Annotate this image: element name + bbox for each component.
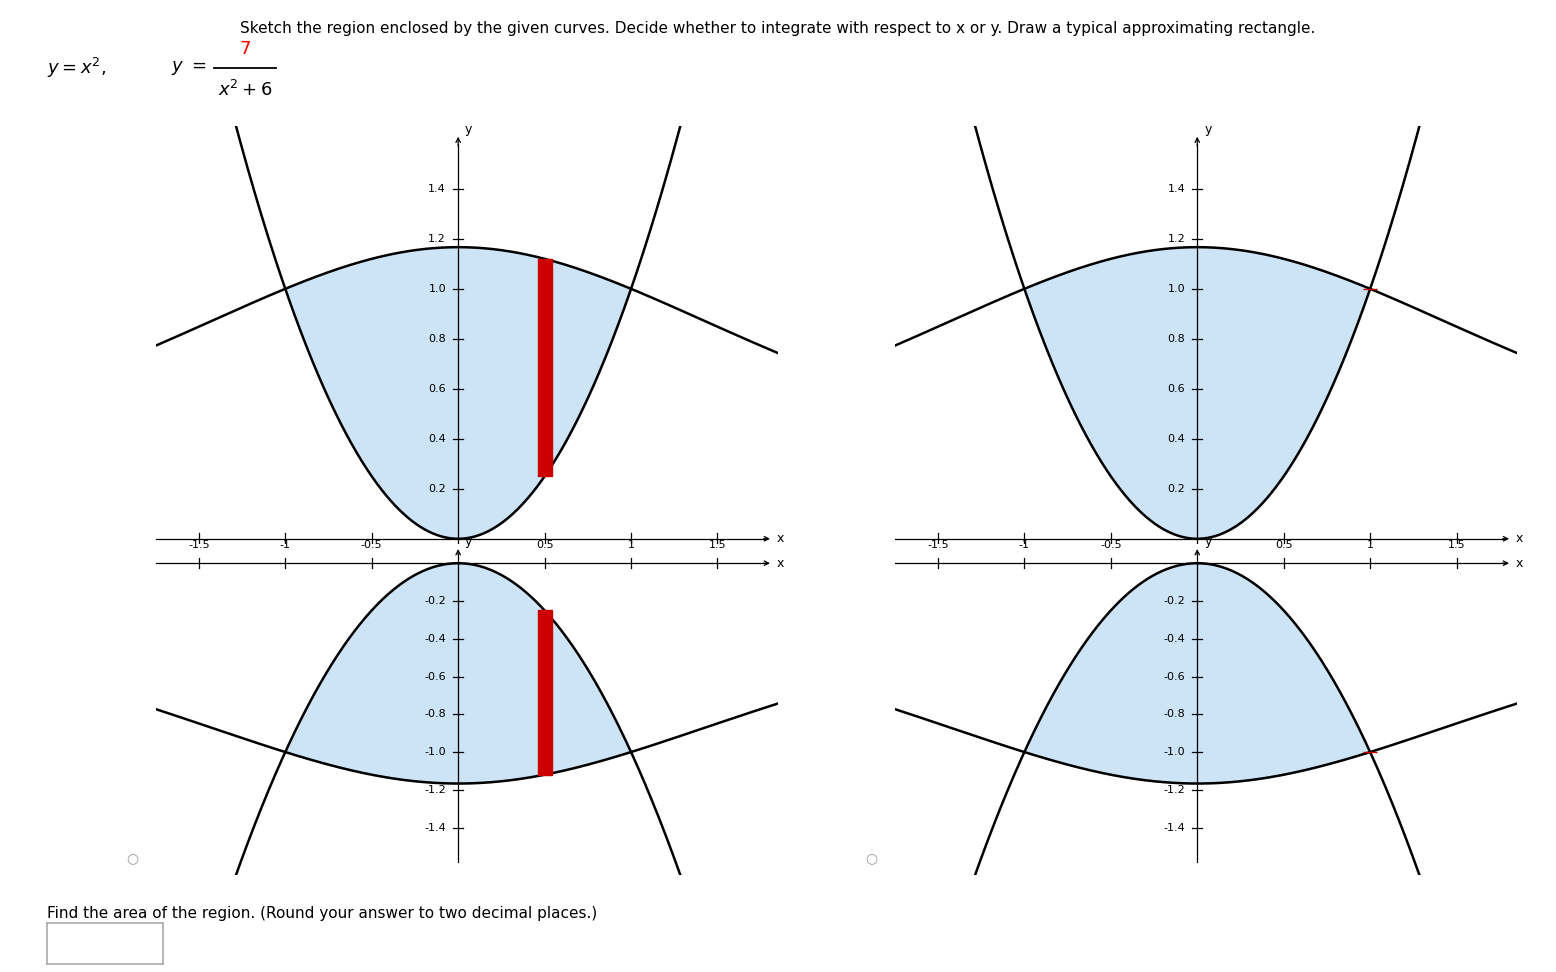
Text: -0.4: -0.4 bbox=[425, 634, 447, 643]
Text: 1.0: 1.0 bbox=[1167, 284, 1186, 294]
Text: -1.5: -1.5 bbox=[188, 540, 210, 550]
Text: 0.8: 0.8 bbox=[1167, 333, 1186, 344]
Text: 0.6: 0.6 bbox=[1167, 384, 1186, 394]
Text: 1.2: 1.2 bbox=[428, 234, 447, 244]
Text: -1.2: -1.2 bbox=[425, 784, 447, 795]
Text: -1.5: -1.5 bbox=[188, 559, 210, 569]
Text: x: x bbox=[1516, 533, 1523, 545]
Text: Find the area of the region. (Round your answer to two decimal places.): Find the area of the region. (Round your… bbox=[47, 906, 598, 920]
Text: 1: 1 bbox=[627, 540, 635, 550]
Bar bbox=[538, 259, 551, 476]
Text: 1: 1 bbox=[1366, 540, 1374, 550]
Text: -0.5: -0.5 bbox=[361, 559, 383, 569]
Text: y: y bbox=[465, 123, 473, 136]
Text: 1: 1 bbox=[627, 559, 635, 569]
Text: -0.2: -0.2 bbox=[425, 596, 447, 606]
Text: -1.4: -1.4 bbox=[425, 822, 447, 833]
Text: 0.2: 0.2 bbox=[1167, 484, 1186, 494]
Text: 0.5: 0.5 bbox=[535, 540, 554, 550]
Text: 1.4: 1.4 bbox=[1167, 184, 1186, 193]
Text: -0.8: -0.8 bbox=[1164, 710, 1186, 719]
Text: -0.6: -0.6 bbox=[425, 672, 447, 681]
Text: -0.5: -0.5 bbox=[1100, 559, 1122, 569]
Text: 1.4: 1.4 bbox=[428, 184, 447, 193]
Text: 0.2: 0.2 bbox=[428, 484, 447, 494]
Text: -1.4: -1.4 bbox=[1164, 822, 1186, 833]
Text: 1.2: 1.2 bbox=[1167, 234, 1186, 244]
Text: y: y bbox=[1204, 536, 1212, 548]
Text: -1: -1 bbox=[280, 559, 291, 569]
Text: x: x bbox=[776, 557, 784, 570]
Text: -0.5: -0.5 bbox=[1100, 540, 1122, 550]
Text: -1.0: -1.0 bbox=[1164, 747, 1186, 757]
Text: 1.0: 1.0 bbox=[428, 284, 447, 294]
Text: 0.5: 0.5 bbox=[1274, 559, 1293, 569]
Text: 1.5: 1.5 bbox=[708, 540, 727, 550]
Text: 0.5: 0.5 bbox=[535, 559, 554, 569]
Text: Sketch the region enclosed by the given curves. Decide whether to integrate with: Sketch the region enclosed by the given … bbox=[240, 21, 1316, 36]
Text: -1.2: -1.2 bbox=[1164, 784, 1186, 795]
Text: 0.4: 0.4 bbox=[428, 434, 447, 444]
Text: 0.5: 0.5 bbox=[1274, 540, 1293, 550]
Text: -0.4: -0.4 bbox=[1164, 634, 1186, 643]
Bar bbox=[538, 610, 551, 775]
Text: -1.0: -1.0 bbox=[425, 747, 447, 757]
Text: 0.4: 0.4 bbox=[1167, 434, 1186, 444]
Text: -1.5: -1.5 bbox=[927, 540, 949, 550]
Text: $7$: $7$ bbox=[240, 40, 251, 58]
Text: x: x bbox=[776, 533, 784, 545]
Text: 1: 1 bbox=[1366, 559, 1374, 569]
Text: 1.5: 1.5 bbox=[1447, 540, 1466, 550]
Text: 1.5: 1.5 bbox=[1447, 559, 1466, 569]
Text: $y = x^2,$: $y = x^2,$ bbox=[47, 56, 106, 80]
Text: -0.2: -0.2 bbox=[1164, 596, 1186, 606]
Text: 0.6: 0.6 bbox=[428, 384, 447, 394]
Text: -0.6: -0.6 bbox=[1164, 672, 1186, 681]
Text: 0.8: 0.8 bbox=[428, 333, 447, 344]
Text: -1: -1 bbox=[1019, 540, 1030, 550]
Text: 1.5: 1.5 bbox=[708, 559, 727, 569]
Text: y: y bbox=[1204, 123, 1212, 136]
Text: $y\ =$: $y\ =$ bbox=[171, 59, 207, 77]
Text: ○: ○ bbox=[126, 851, 138, 865]
Text: -1.5: -1.5 bbox=[927, 559, 949, 569]
Text: -1: -1 bbox=[1019, 559, 1030, 569]
Text: -0.5: -0.5 bbox=[361, 540, 383, 550]
Text: -0.8: -0.8 bbox=[425, 710, 447, 719]
Text: x: x bbox=[1516, 557, 1523, 570]
Text: ○: ○ bbox=[865, 851, 878, 865]
Text: -1: -1 bbox=[280, 540, 291, 550]
Text: y: y bbox=[465, 536, 473, 548]
Text: $x^2 + 6$: $x^2 + 6$ bbox=[218, 80, 272, 100]
